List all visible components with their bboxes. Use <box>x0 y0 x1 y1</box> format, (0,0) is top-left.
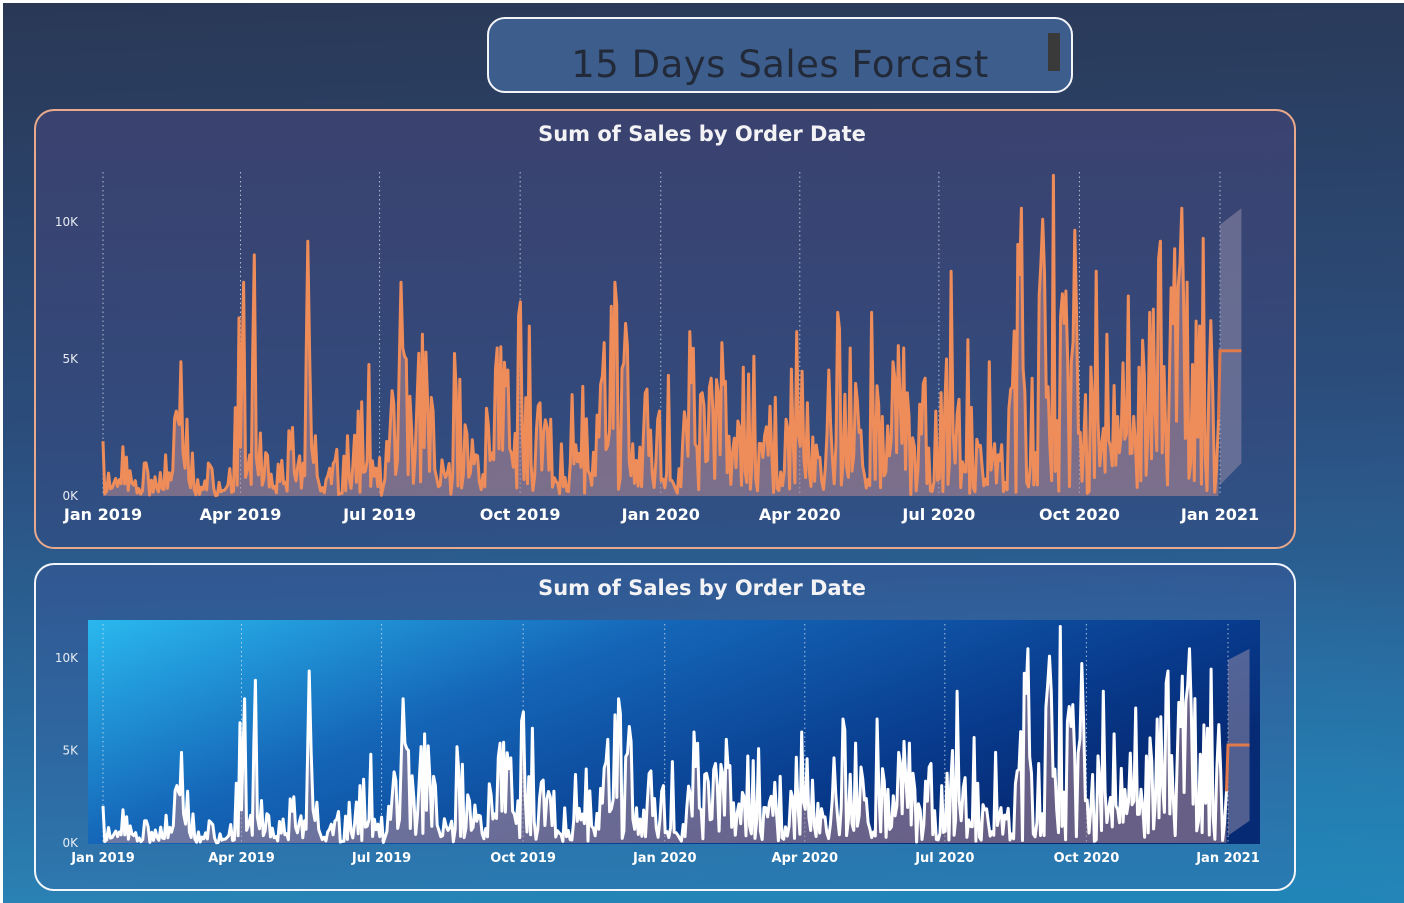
chart-title-bottom: Sum of Sales by Order Date <box>538 576 866 600</box>
x-tick-label-top-4: Jan 2020 <box>621 505 700 524</box>
x-tick-label-bottom-1: Apr 2019 <box>208 851 275 866</box>
x-tick-label-bottom-6: Jul 2020 <box>914 851 974 866</box>
x-tick-label-top-2: Jul 2019 <box>342 505 416 524</box>
x-tick-label-top-3: Oct 2019 <box>480 505 561 524</box>
y-tick-label-bottom-2: 10K <box>55 651 79 665</box>
sales-line-top <box>101 173 1220 498</box>
forecast-line-top <box>1216 349 1242 420</box>
sales-line-bottom <box>101 625 1228 845</box>
x-tick-label-bottom-5: Apr 2020 <box>772 851 839 866</box>
y-tick-label-top-2: 10K <box>55 215 79 229</box>
x-tick-label-top-5: Apr 2020 <box>759 505 841 524</box>
chart-title-top: Sum of Sales by Order Date <box>538 122 866 146</box>
x-tick-label-bottom-0: Jan 2019 <box>70 851 135 866</box>
title-card-marker <box>1048 33 1060 71</box>
y-tick-label-bottom-1: 5K <box>62 744 79 758</box>
area-fill-bottom <box>103 626 1227 843</box>
y-tick-label-top-0: 0K <box>62 489 79 503</box>
y-tick-label-top-1: 5K <box>62 352 79 366</box>
x-tick-label-bottom-8: Jan 2021 <box>1195 851 1260 866</box>
x-tick-label-bottom-7: Oct 2020 <box>1054 851 1120 866</box>
x-tick-label-top-8: Jan 2021 <box>1180 505 1259 524</box>
x-tick-label-top-6: Jul 2020 <box>901 505 975 524</box>
x-tick-label-top-0: Jan 2019 <box>63 505 142 524</box>
forecast-band-bottom <box>1228 648 1250 836</box>
x-tick-label-bottom-4: Jan 2020 <box>632 851 697 866</box>
x-tick-label-bottom-2: Jul 2019 <box>351 851 411 866</box>
y-tick-label-bottom-0: 0K <box>62 836 79 850</box>
x-tick-label-top-1: Apr 2019 <box>200 505 282 524</box>
forecast-band-top <box>1220 208 1242 486</box>
x-tick-label-bottom-3: Oct 2019 <box>490 851 556 866</box>
x-tick-label-top-7: Oct 2020 <box>1039 505 1120 524</box>
title-card: 15 Days Sales Forcast <box>487 17 1073 93</box>
forecast-line-bottom <box>1224 743 1250 792</box>
page-title: 15 Days Sales Forcast <box>571 43 989 86</box>
area-fill-top <box>103 175 1219 496</box>
